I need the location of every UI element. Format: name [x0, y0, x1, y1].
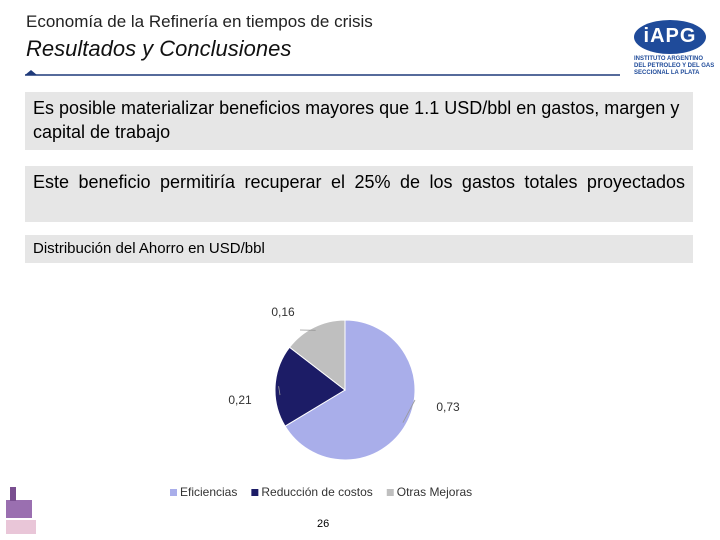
legend-swatch	[170, 489, 177, 496]
pie-slice	[274, 346, 346, 427]
page-number: 26	[317, 518, 330, 530]
legend-label: Reducción de costos	[261, 485, 372, 499]
logo-text: INSTITUTO ARGENTINO DEL PETROLEO Y DEL GA…	[634, 56, 714, 77]
logo-line: SECCIONAL LA PLATA	[634, 70, 700, 76]
rule-tip	[25, 70, 37, 75]
data-label: 0,21	[228, 393, 252, 407]
pie-slice	[288, 319, 346, 392]
logo-line: DEL PETROLEO Y DEL GAS	[634, 63, 715, 69]
legend-swatch	[386, 489, 394, 496]
pie-slice	[284, 319, 416, 461]
data-label: 0,73	[436, 400, 460, 414]
box: Es posible materializar beneficios mayor…	[25, 92, 693, 150]
legend-label: Eficiencias	[180, 485, 237, 499]
logo-name: iAPG	[643, 25, 697, 47]
subtitle: Resultados y Conclusiones	[26, 36, 292, 61]
logo-line: INSTITUTO ARGENTINO	[634, 56, 703, 62]
data-label: 0,16	[271, 305, 295, 319]
title: Economía de la Refinería en tiempos de c…	[26, 12, 373, 31]
logo-oval	[634, 20, 706, 54]
box: Este beneficio permitiría recuperar el 2…	[25, 166, 693, 222]
leader-line	[278, 386, 281, 396]
legend-swatch	[251, 489, 259, 496]
leader-line	[402, 399, 416, 423]
legend-label: Otras Mejoras	[397, 485, 472, 499]
box: Distribución del Ahorro en USD/bbl	[25, 235, 693, 263]
corner-logo	[6, 487, 36, 534]
